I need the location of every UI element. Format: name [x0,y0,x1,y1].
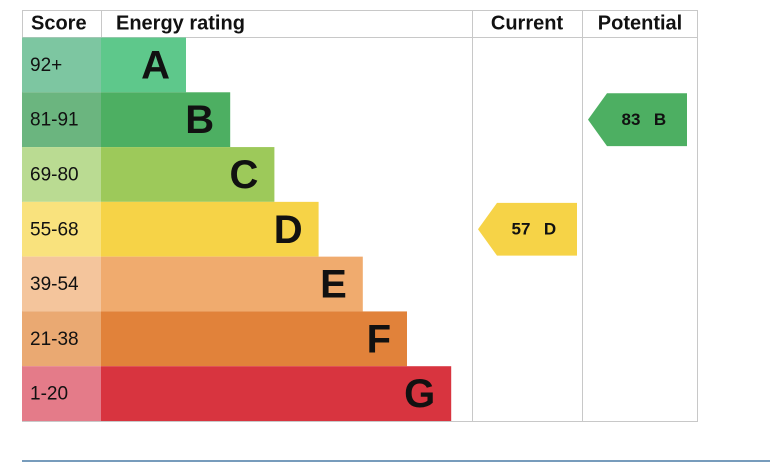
current-header: Current [491,12,564,34]
current-value: 57 [512,220,531,239]
score-cell [22,92,101,148]
score-range: 81-91 [30,110,79,131]
score-cell [22,201,101,257]
rating-letter: F [367,317,391,361]
rating-letter: A [141,43,170,87]
rating-letter: D [274,208,303,252]
rating-letter: E [320,263,347,307]
rating-bar [101,92,231,148]
current-arrow [478,202,577,256]
score-cell [22,256,101,312]
current-letter: D [544,220,556,239]
rating-letter: G [404,372,435,416]
rating-bar [101,147,275,202]
score-range: 1-20 [30,384,68,405]
score-range: 21-38 [30,329,79,350]
potential-arrow [588,93,687,147]
score-header: Score [31,12,87,34]
rating-header: Energy rating [116,12,245,34]
score-cell [22,366,101,421]
potential-letter: B [654,110,666,129]
score-range: 39-54 [30,274,79,295]
rating-letter: C [230,153,259,197]
potential-header: Potential [598,12,682,34]
score-cell [22,37,101,93]
rating-bar [101,311,407,367]
rating-bar [101,366,452,421]
score-range: 92+ [30,55,62,76]
rating-bar [101,256,363,312]
score-range: 55-68 [30,219,79,240]
rating-letter: B [185,98,214,142]
rating-bar [101,37,186,93]
score-cell [22,311,101,367]
potential-value: 83 [622,110,641,129]
score-cell [22,147,101,202]
rating-bar [101,201,319,257]
score-range: 69-80 [30,164,79,185]
